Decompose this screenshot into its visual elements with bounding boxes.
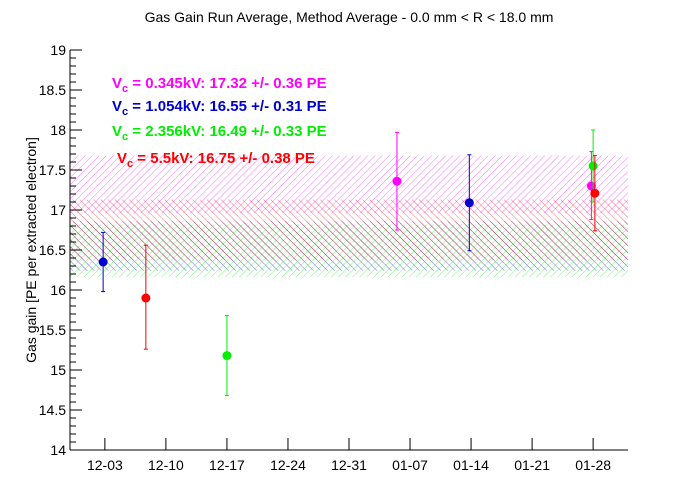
legend: Vc = 0.345kV: 17.32 +/- 0.36 PE Vc = 1.05…: [112, 75, 327, 170]
x-tick-label: 12-10: [148, 457, 184, 473]
x-tick-label: 01-14: [453, 457, 489, 473]
legend-entry: Vc = 1.054kV: 16.55 +/- 0.31 PE: [112, 98, 327, 118]
data-points: [98, 129, 600, 397]
y-tick-label: 16.5: [39, 242, 66, 258]
mean-band: [70, 199, 628, 261]
y-tick-label: 18.5: [39, 82, 66, 98]
y-tick-label: 14.5: [39, 402, 66, 418]
x-tick-label: 12-03: [87, 457, 123, 473]
chart-title: Gas Gain Run Average, Method Average - 0…: [145, 9, 554, 25]
y-tick-label: 16: [50, 282, 66, 298]
legend-entry: Vc = 5.5kV: 16.75 +/- 0.38 PE: [117, 150, 315, 170]
data-point: [98, 257, 108, 267]
y-tick-label: 15: [50, 362, 66, 378]
legend-entry: Vc = 0.345kV: 17.32 +/- 0.36 PE: [112, 75, 327, 95]
data-point: [464, 198, 474, 208]
legend-entry: Vc = 2.356kV: 16.49 +/- 0.33 PE: [112, 123, 327, 143]
x-tick-label: 01-21: [514, 457, 550, 473]
y-tick-label: 14: [50, 442, 66, 458]
y-tick-label: 17.5: [39, 162, 66, 178]
x-tick-label: 01-07: [392, 457, 428, 473]
mean-bands: [70, 155, 628, 278]
axes: 14 14.5 15 15.5 16 16.5 17 17.5 18 18.5 19 12-03 12-…: [39, 42, 628, 473]
x-tick-label: 12-17: [209, 457, 245, 473]
data-point: [586, 181, 596, 191]
y-tick-label: 18: [50, 122, 66, 138]
data-point: [141, 293, 151, 303]
data-point: [588, 161, 598, 171]
y-tick-label: 15.5: [39, 322, 66, 338]
data-point: [392, 176, 402, 186]
y-axis-label: Gas gain [PE per extracted electron]: [23, 137, 39, 363]
y-tick-label: 17: [50, 202, 66, 218]
x-tick-label: 01-28: [575, 457, 611, 473]
y-tick-label: 19: [50, 42, 66, 58]
data-point: [590, 188, 600, 198]
data-point: [222, 351, 232, 361]
x-tick-label: 12-24: [270, 457, 306, 473]
x-tick-label: 12-31: [331, 457, 367, 473]
